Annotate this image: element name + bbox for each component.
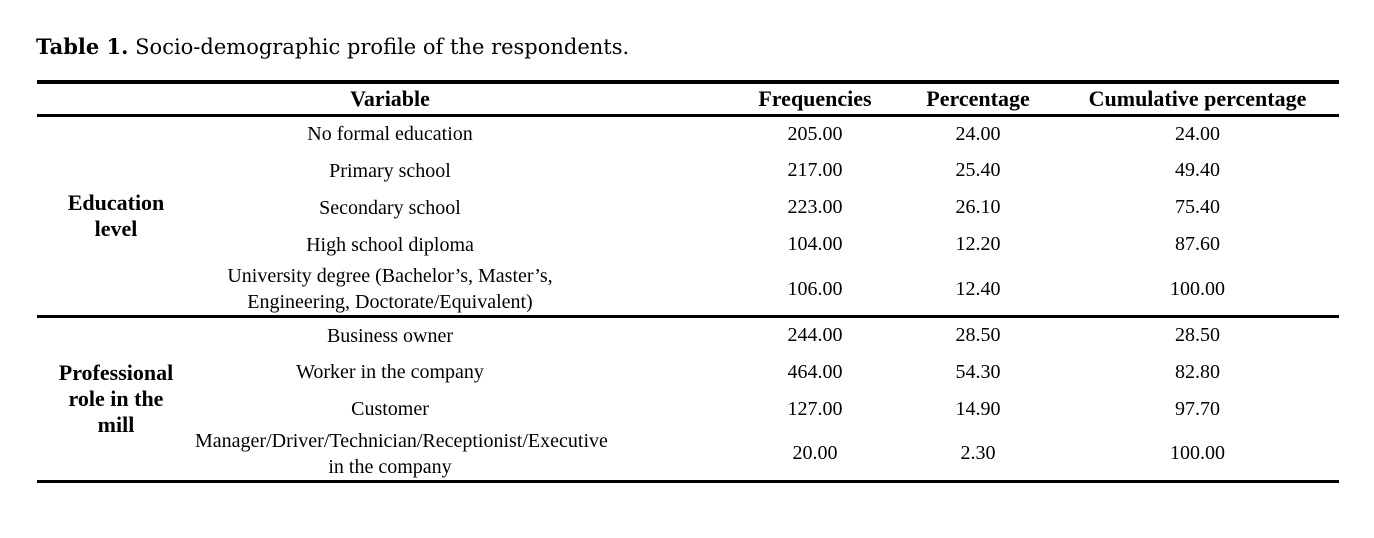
cell-frequencies: 244.00: [787, 324, 843, 347]
cell-variable: Business owner: [195, 317, 585, 354]
cell-variable: University degree (Bachelor’s, Master’s,…: [195, 263, 585, 317]
cell-cumulative: 87.60: [1175, 233, 1220, 255]
table-row: University degree (Bachelor’s, Master’s,…: [37, 263, 1339, 317]
cell-variable: Primary school: [195, 152, 585, 189]
header-group-spacer: [37, 82, 195, 115]
variable-line: No formal education: [307, 123, 473, 146]
cell-cumulative: 100.00: [1170, 442, 1225, 464]
cell-percentage: 12.20: [955, 233, 1001, 255]
cell-cumulative: 75.40: [1175, 196, 1220, 218]
table-row: Worker in the company 464.00 54.30 82.80: [37, 354, 1339, 391]
cell-percentage: 2.30: [960, 442, 996, 464]
cell-cumulative: 24.00: [1175, 122, 1220, 145]
cell-frequencies: 223.00: [787, 196, 843, 218]
cell-frequencies: 20.00: [792, 442, 838, 464]
cell-frequencies: 205.00: [787, 122, 843, 145]
cell-cumulative: 82.80: [1175, 360, 1220, 383]
table-row: High school diploma 104.00 12.20 87.60: [37, 226, 1339, 263]
variable-line: Customer: [351, 398, 429, 420]
cell-percentage: 54.30: [955, 360, 1001, 383]
group-line: Professional: [58, 359, 174, 385]
header-frequencies: Frequencies: [758, 85, 872, 111]
cell-frequencies: 464.00: [787, 360, 843, 383]
section-professional-role: Professional role in the mill Business o…: [37, 317, 1339, 482]
variable-line: Engineering, Doctorate/Equivalent): [247, 291, 533, 313]
cell-percentage: 26.10: [955, 196, 1001, 218]
table-header: Variable Frequencies Percentage Cumulati…: [37, 82, 1339, 115]
cell-percentage: 24.00: [955, 122, 1001, 145]
table-row: Professional role in the mill Business o…: [37, 317, 1339, 437]
socio-demographic-table: Variable Frequencies Percentage Cumulati…: [37, 80, 1339, 483]
variable-line: Manager/Driver/Technician/Receptionist/E…: [195, 429, 608, 452]
group-label-professional-role: Professional role in the mill: [37, 317, 195, 482]
cell-percentage: 28.50: [955, 324, 1001, 347]
header-percentage: Percentage: [926, 85, 1030, 111]
table-caption-label: Table 1.: [36, 34, 129, 59]
variable-line: High school diploma: [306, 233, 474, 256]
group-label-education-level: Education level: [37, 115, 195, 317]
cell-variable: Manager/Driver/Technician/Receptionist/E…: [195, 428, 608, 482]
group-line: Education: [67, 189, 165, 215]
variable-line: in the company: [328, 455, 452, 478]
cell-frequencies: 217.00: [787, 159, 843, 181]
variable-line: Secondary school: [319, 196, 461, 219]
cell-variable: Secondary school: [195, 189, 585, 226]
cell-variable: High school diploma: [195, 226, 585, 263]
cell-variable: Customer: [195, 391, 585, 428]
variable-line: University degree (Bachelor’s, Master’s,: [227, 265, 553, 287]
table-row: Manager/Driver/Technician/Receptionist/E…: [37, 428, 1339, 482]
table-row: Secondary school 223.00 26.10 75.40: [37, 189, 1339, 226]
cell-variable: No formal education: [195, 115, 585, 152]
group-line: role in the: [68, 385, 164, 411]
cell-cumulative: 28.50: [1175, 324, 1220, 347]
table-row: Customer 127.00 14.90 97.70: [37, 391, 1339, 428]
variable-line: Worker in the company: [296, 361, 484, 383]
cell-percentage: 25.40: [955, 159, 1001, 181]
header-cumulative-percentage: Cumulative percentage: [1088, 85, 1307, 111]
cell-frequencies: 127.00: [787, 397, 843, 420]
cell-cumulative: 100.00: [1170, 277, 1225, 300]
cell-cumulative: 97.70: [1175, 397, 1220, 420]
variable-line: Primary school: [329, 159, 451, 182]
table-row: Primary school 217.00 25.40 49.40: [37, 152, 1339, 189]
cell-frequencies: 104.00: [787, 233, 843, 255]
cell-cumulative: 49.40: [1175, 159, 1220, 181]
header-row: Variable Frequencies Percentage Cumulati…: [37, 82, 1339, 115]
cell-frequencies: 106.00: [787, 277, 843, 300]
header-variable: Variable: [350, 85, 430, 111]
table-row: Education level No formal education 205.…: [37, 115, 1339, 241]
cell-variable: Worker in the company: [195, 354, 585, 391]
group-line: mill: [97, 411, 135, 437]
group-line: level: [94, 215, 138, 241]
section-education-level: Education level No formal education 205.…: [37, 115, 1339, 317]
cell-percentage: 12.40: [955, 277, 1001, 300]
cell-percentage: 14.90: [955, 397, 1001, 420]
table-caption-text: Socio-demographic profile of the respond…: [128, 35, 630, 59]
variable-line: Business owner: [326, 324, 454, 347]
table-caption: Table 1. Socio-demographic profile of th…: [36, 34, 629, 60]
